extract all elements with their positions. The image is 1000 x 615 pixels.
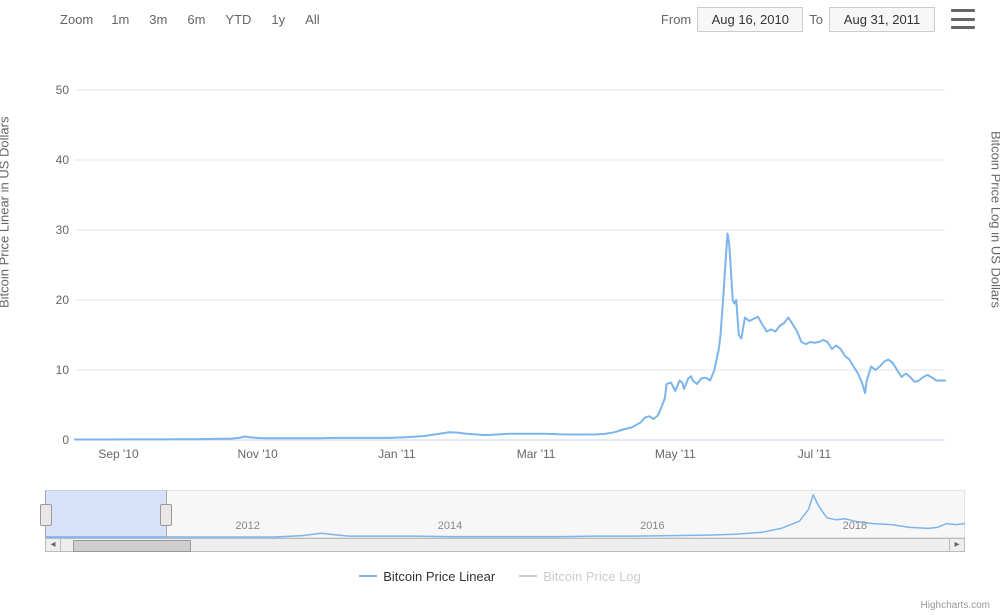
to-label: To — [809, 12, 823, 27]
series-bitcoin-price-linear[interactable] — [75, 234, 945, 440]
legend-swatch-icon — [519, 575, 537, 577]
credits-link[interactable]: Highcharts.com — [921, 600, 990, 611]
navigator-x-label: 2012 — [235, 520, 259, 532]
y-axis-title-right: Bitcoin Price Log in US Dollars — [989, 130, 1000, 307]
zoom-button-ytd[interactable]: YTD — [217, 9, 259, 30]
chart-container: Zoom 1m3m6mYTD1yAll From To Bitcoin Pric… — [0, 0, 1000, 615]
legend-swatch-icon — [359, 575, 377, 577]
zoom-button-all[interactable]: All — [297, 9, 327, 30]
x-tick-label: Jan '11 — [378, 447, 416, 461]
y-axis-title-left: Bitcoin Price Linear in US Dollars — [0, 116, 12, 307]
navigator-x-label: 2018 — [843, 520, 867, 532]
zoom-button-1m[interactable]: 1m — [103, 9, 137, 30]
zoom-button-6m[interactable]: 6m — [179, 9, 213, 30]
scrollbar-arrow-right-icon[interactable]: ▸ — [949, 539, 964, 551]
navigator[interactable]: 2012 2014 2016 2018 ◂ ▸ — [45, 490, 965, 552]
x-tick-label: Jul '11 — [798, 447, 832, 461]
zoom-button-1y[interactable]: 1y — [263, 9, 293, 30]
scrollbar-arrow-left-icon[interactable]: ◂ — [46, 539, 61, 551]
navigator-selection[interactable] — [45, 490, 167, 538]
navigator-x-label: 2014 — [438, 520, 462, 532]
zoom-label: Zoom — [60, 12, 93, 27]
y-tick-label: 50 — [56, 83, 70, 97]
from-date-input[interactable] — [697, 7, 803, 32]
navigator-handle-right[interactable] — [160, 504, 172, 526]
x-tick-label: Nov '10 — [238, 447, 279, 461]
x-tick-label: May '11 — [655, 447, 696, 461]
from-label: From — [661, 12, 691, 27]
zoom-button-3m[interactable]: 3m — [141, 9, 175, 30]
legend-label: Bitcoin Price Log — [543, 569, 641, 584]
y-tick-label: 10 — [56, 363, 70, 377]
chart-menu-icon[interactable] — [951, 9, 975, 29]
legend-item-bitcoin-price-linear[interactable]: Bitcoin Price Linear — [359, 569, 495, 584]
navigator-scrollbar[interactable]: ◂ ▸ — [45, 538, 965, 552]
legend-item-bitcoin-price-log[interactable]: Bitcoin Price Log — [519, 569, 641, 584]
range-toolbar: Zoom 1m3m6mYTD1yAll From To — [60, 6, 975, 32]
x-tick-label: Sep '10 — [98, 447, 139, 461]
x-tick-label: Mar '11 — [517, 447, 556, 461]
navigator-handle-left[interactable] — [40, 504, 52, 526]
navigator-plot[interactable] — [45, 490, 965, 538]
legend: Bitcoin Price Linear Bitcoin Price Log — [0, 565, 1000, 584]
legend-label: Bitcoin Price Linear — [383, 569, 495, 584]
to-date-input[interactable] — [829, 7, 935, 32]
y-tick-label: 40 — [56, 153, 70, 167]
navigator-x-label: 2016 — [640, 520, 664, 532]
y-tick-label: 0 — [62, 433, 69, 447]
scrollbar-thumb[interactable] — [73, 540, 191, 552]
y-tick-label: 30 — [56, 223, 70, 237]
main-plot[interactable]: Sep '10 Nov '10 Jan '11 Mar '11 May '11 Jul '… — [45, 40, 965, 470]
y-tick-label: 20 — [56, 293, 70, 307]
